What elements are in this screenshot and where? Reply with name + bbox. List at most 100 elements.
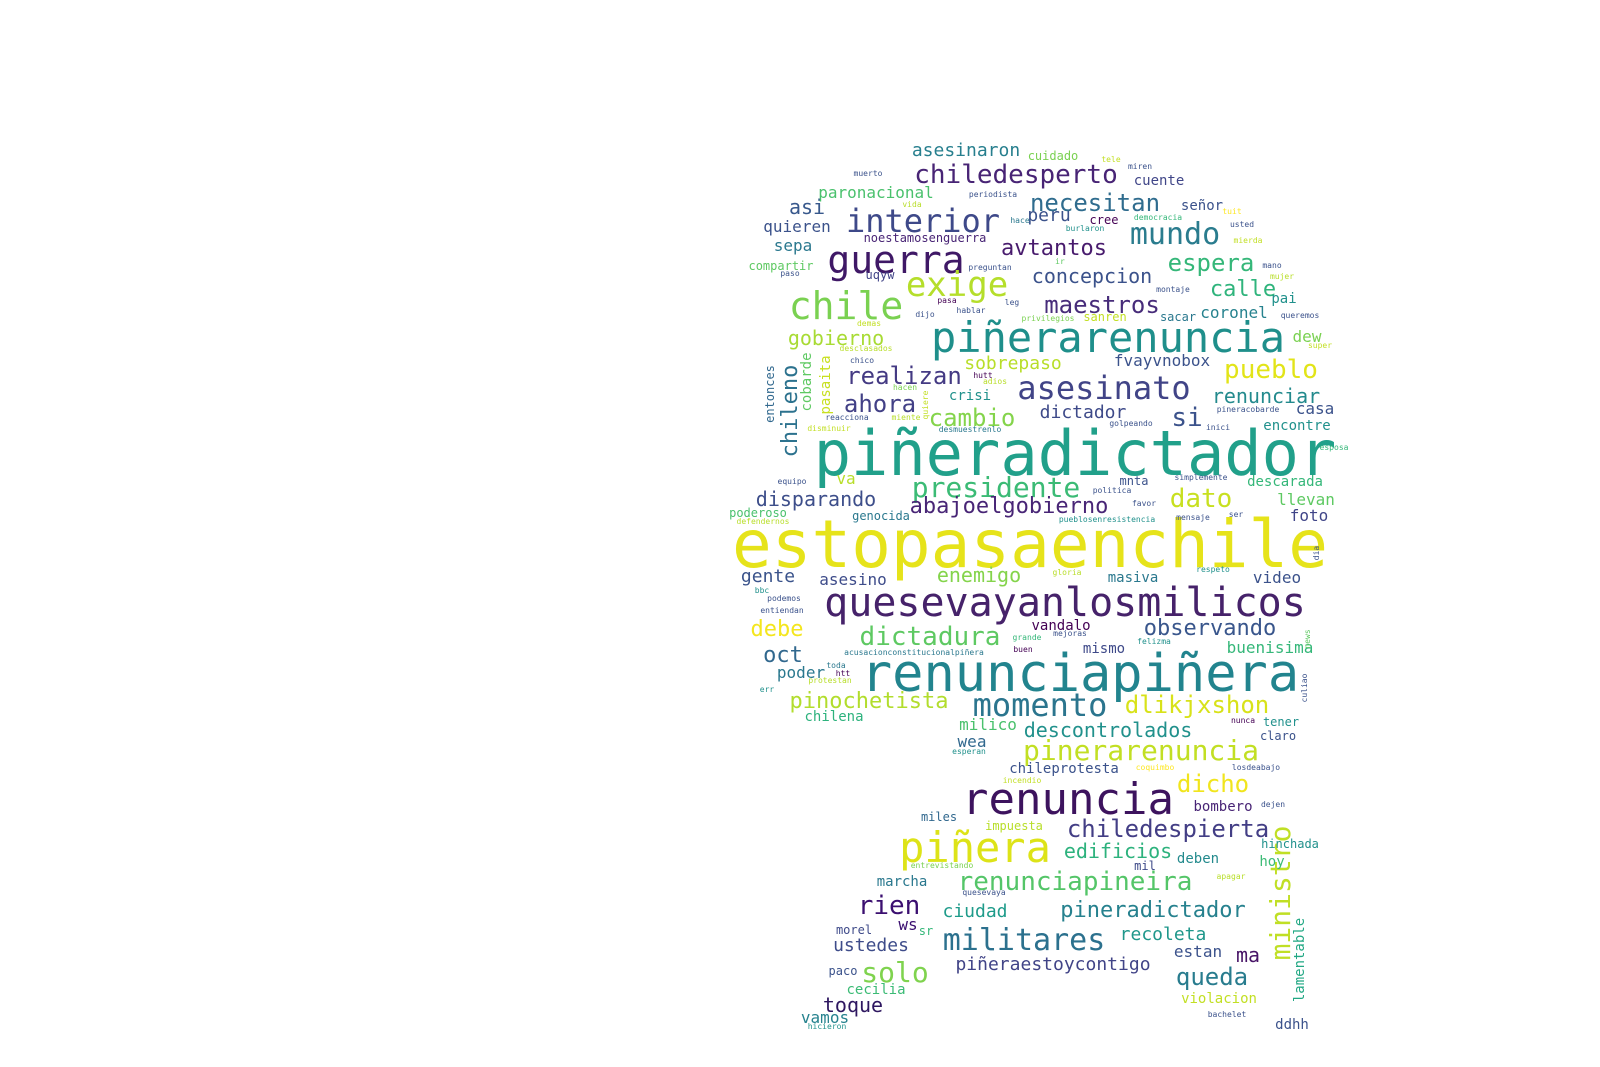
- word-cloud-word: oct: [763, 643, 803, 668]
- word-cloud-word: asesinaron: [911, 140, 1021, 161]
- word-cloud-word: dicho: [1176, 770, 1250, 798]
- word-cloud-word: tele: [1101, 155, 1121, 164]
- word-cloud-word: cuente: [1133, 173, 1185, 189]
- word-cloud-word: pai: [1271, 291, 1297, 307]
- word-cloud-word: miente: [891, 413, 921, 422]
- word-cloud-word: chico: [849, 356, 875, 365]
- word-cloud-word: buenisima: [1226, 638, 1314, 657]
- word-cloud-word: dia: [1312, 545, 1321, 561]
- word-cloud-word: mujer: [1269, 272, 1295, 281]
- word-cloud-word: losdeabajo: [1231, 763, 1281, 772]
- word-cloud-word: concepcion: [1031, 264, 1153, 288]
- word-cloud-word: sanren: [1083, 310, 1127, 324]
- word-cloud-word: nunca: [1230, 716, 1256, 725]
- word-cloud-word: cobarde: [799, 352, 815, 412]
- word-cloud-word: presidente: [911, 471, 1081, 504]
- word-cloud-word: super: [1307, 341, 1333, 350]
- word-cloud-word: miren: [1127, 162, 1153, 171]
- word-cloud-word: acusacionconstitucionalpiñera: [844, 648, 984, 657]
- word-cloud-word: llevan: [1277, 490, 1335, 509]
- word-cloud-word: gloria: [1052, 568, 1082, 577]
- word-cloud-word: miles: [920, 810, 958, 824]
- word-cloud-word: piñeradictador: [813, 417, 1337, 490]
- word-cloud-word: mensaje: [1176, 513, 1210, 522]
- word-cloud-word: piñera: [899, 823, 1051, 872]
- word-cloud-word: demas: [856, 319, 882, 328]
- word-cloud-word: disminuir: [807, 424, 851, 433]
- word-cloud-word: mnta: [1119, 474, 1149, 488]
- word-cloud-word: cambio: [928, 404, 1016, 432]
- word-cloud-word: desclasados: [839, 344, 893, 353]
- word-cloud-word: momento: [972, 686, 1108, 724]
- word-cloud-word: encontre: [1263, 418, 1331, 434]
- word-cloud-word: ahora: [843, 390, 917, 418]
- word-cloud-word: pueblosenresistencia: [1058, 515, 1156, 524]
- word-cloud-word: dejen: [1260, 800, 1286, 809]
- word-cloud-word: favor: [1131, 499, 1157, 508]
- word-cloud-word: mierda: [1233, 236, 1263, 245]
- word-cloud-word: vandalo: [1031, 618, 1091, 634]
- word-cloud-word: esposa: [1319, 443, 1349, 452]
- word-cloud-word: tener: [1262, 715, 1300, 729]
- word-cloud-word: equipo: [777, 477, 807, 486]
- word-cloud-word: pueblo: [1224, 355, 1318, 385]
- word-cloud-word: lamentable: [1292, 917, 1308, 1003]
- word-cloud-word: mejoras: [1053, 629, 1087, 638]
- word-cloud-word: militares: [942, 923, 1106, 958]
- word-cloud-word: coquimbo: [1135, 763, 1175, 772]
- word-cloud-word: milico: [959, 715, 1017, 734]
- word-cloud-word: err: [759, 685, 775, 694]
- word-cloud-word: video: [1252, 568, 1302, 587]
- word-cloud-word: toda: [826, 661, 846, 670]
- word-cloud-word: calle: [1209, 277, 1277, 302]
- word-cloud-word: buen: [1013, 645, 1033, 654]
- word-cloud-word: marcha: [876, 874, 928, 890]
- word-cloud-word: espera: [1167, 249, 1255, 277]
- word-cloud-word: va: [836, 469, 856, 488]
- word-cloud-word: señor: [1180, 198, 1224, 214]
- word-cloud-word: mil: [1134, 859, 1156, 873]
- word-cloud-word: muerto: [853, 169, 883, 178]
- word-cloud-word: poderoso: [729, 506, 787, 520]
- word-cloud-word: reacciona: [825, 413, 869, 422]
- word-cloud-word: tuit: [1222, 207, 1242, 216]
- word-cloud-word: sobrepaso: [964, 353, 1062, 374]
- word-cloud-word: quiere: [921, 390, 930, 420]
- word-cloud-word: claro: [1259, 729, 1297, 743]
- word-cloud-word: cuidado: [1027, 149, 1079, 163]
- word-cloud-word: ddhh: [1275, 1017, 1309, 1033]
- word-cloud-word: hicieron: [807, 1022, 847, 1031]
- word-cloud-word: morel: [835, 923, 873, 937]
- word-cloud-word: interior: [845, 202, 1001, 240]
- word-cloud-word: dictador: [1039, 402, 1127, 423]
- word-cloud-word: bbc: [754, 586, 770, 595]
- word-cloud-word: chile: [788, 284, 904, 328]
- word-cloud-word: htt: [835, 669, 851, 678]
- word-cloud-word: estan: [1173, 942, 1223, 961]
- word-cloud-word: compartir: [748, 259, 814, 273]
- word-cloud-word: entonces: [763, 365, 777, 423]
- word-cloud-word: preguntan: [968, 263, 1012, 272]
- word-cloud-word: bachelet: [1207, 1010, 1247, 1019]
- word-cloud-word: news: [1303, 629, 1312, 649]
- word-cloud-word: masiva: [1107, 570, 1159, 586]
- word-cloud-word: impuesta: [985, 819, 1043, 833]
- word-cloud-word: solo: [861, 956, 929, 989]
- word-cloud-word: paronacional: [818, 183, 934, 202]
- word-cloud-word: sr: [918, 924, 934, 938]
- word-cloud-word: politica: [1092, 486, 1132, 495]
- word-cloud-word: entiendan: [760, 606, 804, 615]
- word-cloud-word: respeto: [1196, 565, 1230, 574]
- word-cloud-word: genocida: [852, 509, 910, 523]
- word-cloud-word: bombero: [1193, 799, 1253, 815]
- word-cloud-word: dew: [1292, 327, 1322, 346]
- word-cloud-word: wea: [957, 732, 987, 751]
- word-cloud-word: si: [1171, 403, 1203, 433]
- word-cloud-word: maestros: [1044, 291, 1160, 319]
- word-cloud-word: chileprotesta: [1009, 761, 1119, 777]
- word-cloud-word: paso: [780, 269, 800, 278]
- word-cloud-word: leg: [1004, 298, 1020, 307]
- word-cloud-word: mano: [1262, 261, 1282, 270]
- word-cloud-word: esperan: [952, 747, 986, 756]
